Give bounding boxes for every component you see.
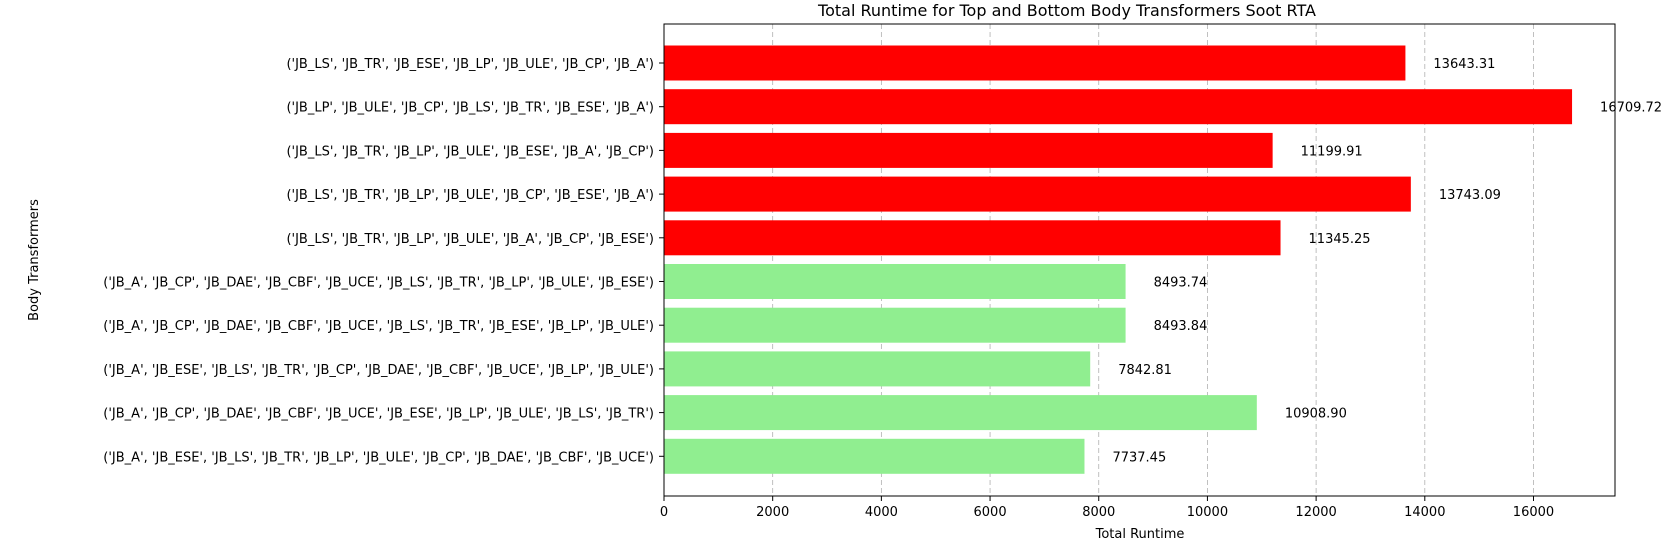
bar bbox=[664, 351, 1091, 387]
x-tick-label: 4000 bbox=[865, 505, 898, 520]
x-tick-label: 14000 bbox=[1404, 505, 1445, 520]
bar bbox=[664, 438, 1085, 474]
bar-value-label: 7842.81 bbox=[1118, 363, 1172, 378]
bar bbox=[664, 307, 1126, 343]
x-ticks: 0 2000 4000 6000 8000 10000 12000 14000 16000 bbox=[660, 496, 1554, 520]
y-tick-label: ('JB_LS', 'JB_TR', 'JB_ESE', 'JB_LP', 'J… bbox=[286, 57, 654, 72]
value-labels: 13643.31 16709.72 11199.91 13743.09 11345.25… bbox=[1112, 57, 1661, 465]
y-tick-label: ('JB_LS', 'JB_TR', 'JB_LP', 'JB_ULE', 'J… bbox=[286, 232, 654, 247]
x-tick-label: 16000 bbox=[1513, 505, 1554, 520]
bar-value-label: 7737.45 bbox=[1112, 450, 1166, 465]
bar bbox=[664, 220, 1281, 256]
bar-value-label: 8493.84 bbox=[1154, 319, 1208, 334]
y-tick-label: ('JB_LS', 'JB_TR', 'JB_LP', 'JB_ULE', 'J… bbox=[286, 188, 654, 203]
y-tick-label: ('JB_LS', 'JB_TR', 'JB_LP', 'JB_ULE', 'J… bbox=[286, 144, 654, 159]
bar bbox=[664, 132, 1273, 168]
y-tick-label: ('JB_A', 'JB_CP', 'JB_DAE', 'JB_CBF', 'J… bbox=[103, 276, 654, 291]
x-tick-label: 2000 bbox=[756, 505, 789, 520]
bar-value-label: 13643.31 bbox=[1433, 57, 1495, 72]
bar-value-label: 11345.25 bbox=[1309, 232, 1371, 247]
bar-value-label: 13743.09 bbox=[1439, 188, 1501, 203]
bar-value-label: 10908.90 bbox=[1285, 407, 1347, 422]
y-tick-label: ('JB_LP', 'JB_ULE', 'JB_CP', 'JB_LS', 'J… bbox=[286, 101, 654, 116]
bar-value-label: 8493.74 bbox=[1154, 276, 1208, 291]
bar-value-label: 11199.91 bbox=[1301, 144, 1363, 159]
y-axis-label: Body Transformers bbox=[27, 199, 42, 321]
y-tick-label: ('JB_A', 'JB_CP', 'JB_DAE', 'JB_CBF', 'J… bbox=[103, 407, 654, 422]
chart-title: Total Runtime for Top and Bottom Body Tr… bbox=[817, 1, 1316, 20]
y-tick-label: ('JB_A', 'JB_ESE', 'JB_LS', 'JB_TR', 'JB… bbox=[103, 363, 654, 378]
x-tick-label: 8000 bbox=[1082, 505, 1115, 520]
x-axis-label: Total Runtime bbox=[1095, 527, 1185, 542]
x-tick-label: 12000 bbox=[1295, 505, 1336, 520]
bar bbox=[664, 395, 1257, 431]
y-tick-label: ('JB_A', 'JB_CP', 'JB_DAE', 'JB_CBF', 'J… bbox=[103, 319, 654, 334]
bar bbox=[664, 89, 1573, 125]
bars bbox=[664, 45, 1573, 474]
bar-value-label: 16709.72 bbox=[1600, 101, 1661, 116]
x-tick-label: 0 bbox=[660, 505, 668, 520]
bar bbox=[664, 176, 1411, 212]
bar bbox=[664, 264, 1126, 299]
x-tick-label: 6000 bbox=[974, 505, 1007, 520]
y-tick-label: ('JB_A', 'JB_ESE', 'JB_LS', 'JB_TR', 'JB… bbox=[103, 450, 654, 465]
plot-frame bbox=[663, 23, 1616, 497]
y-tick-labels: ('JB_LS', 'JB_TR', 'JB_ESE', 'JB_LP', 'J… bbox=[103, 57, 664, 465]
x-tick-label: 10000 bbox=[1187, 505, 1228, 520]
bar bbox=[664, 45, 1406, 81]
